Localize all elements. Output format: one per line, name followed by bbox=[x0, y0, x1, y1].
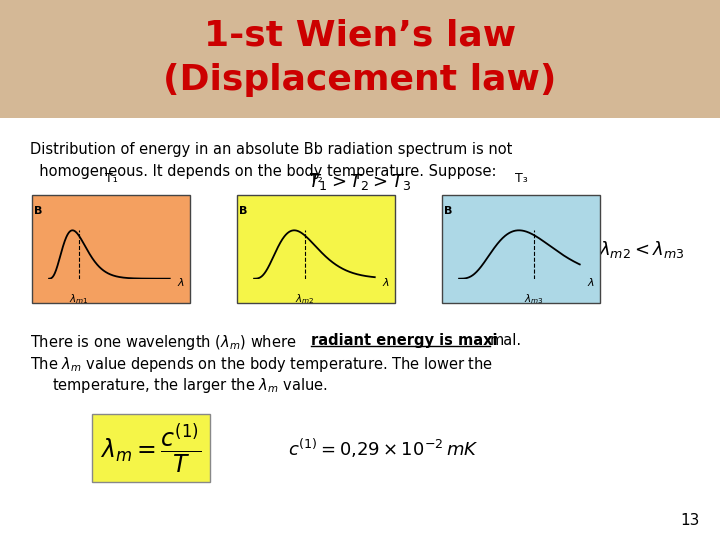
Text: $\lambda_{m3}$: $\lambda_{m3}$ bbox=[524, 292, 544, 306]
Text: T₂: T₂ bbox=[310, 172, 323, 185]
Text: radiant energy is maxi: radiant energy is maxi bbox=[311, 333, 498, 348]
FancyBboxPatch shape bbox=[32, 195, 190, 303]
Text: B: B bbox=[34, 206, 42, 216]
Text: $T_1 > T_2 > T_3$: $T_1 > T_2 > T_3$ bbox=[308, 172, 412, 192]
Text: mal.: mal. bbox=[490, 333, 522, 348]
Text: temperature, the larger the $\lambda_m$ value.: temperature, the larger the $\lambda_m$ … bbox=[52, 376, 328, 395]
Text: $\lambda_{m2}$: $\lambda_{m2}$ bbox=[294, 292, 315, 306]
Text: Distribution of energy in an absolute Bb radiation spectrum is not
  homogeneous: Distribution of energy in an absolute Bb… bbox=[30, 142, 513, 179]
Text: T₃: T₃ bbox=[515, 172, 527, 185]
Text: B: B bbox=[444, 206, 452, 216]
Text: $c^{(1)} = 0{,}29 \times 10^{-2}\,mK$: $c^{(1)} = 0{,}29 \times 10^{-2}\,mK$ bbox=[288, 436, 479, 460]
FancyBboxPatch shape bbox=[237, 195, 395, 303]
Text: $\lambda_{m1}$: $\lambda_{m1}$ bbox=[69, 292, 89, 306]
Text: $\lambda$: $\lambda$ bbox=[587, 276, 595, 288]
Text: There is one wavelength ($\lambda_m$) where: There is one wavelength ($\lambda_m$) wh… bbox=[30, 333, 297, 352]
Text: (Displacement law): (Displacement law) bbox=[163, 63, 557, 97]
Text: B: B bbox=[239, 206, 247, 216]
Text: $\lambda$: $\lambda$ bbox=[177, 276, 185, 288]
Text: 1-st Wien’s law: 1-st Wien’s law bbox=[204, 19, 516, 53]
FancyBboxPatch shape bbox=[0, 0, 720, 118]
Text: $\lambda_m = \dfrac{c^{(1)}}{T}$: $\lambda_m = \dfrac{c^{(1)}}{T}$ bbox=[101, 421, 202, 475]
Text: The $\lambda_m$ value depends on the body temperature. The lower the: The $\lambda_m$ value depends on the bod… bbox=[30, 355, 493, 374]
Text: $\lambda$: $\lambda$ bbox=[382, 276, 390, 288]
Text: T₁: T₁ bbox=[104, 172, 117, 185]
Text: 13: 13 bbox=[680, 513, 700, 528]
FancyBboxPatch shape bbox=[92, 414, 210, 482]
Text: $\lambda_{m1} < \lambda_{m2} < \lambda_{m3}$: $\lambda_{m1} < \lambda_{m2} < \lambda_{… bbox=[545, 240, 685, 260]
FancyBboxPatch shape bbox=[442, 195, 600, 303]
